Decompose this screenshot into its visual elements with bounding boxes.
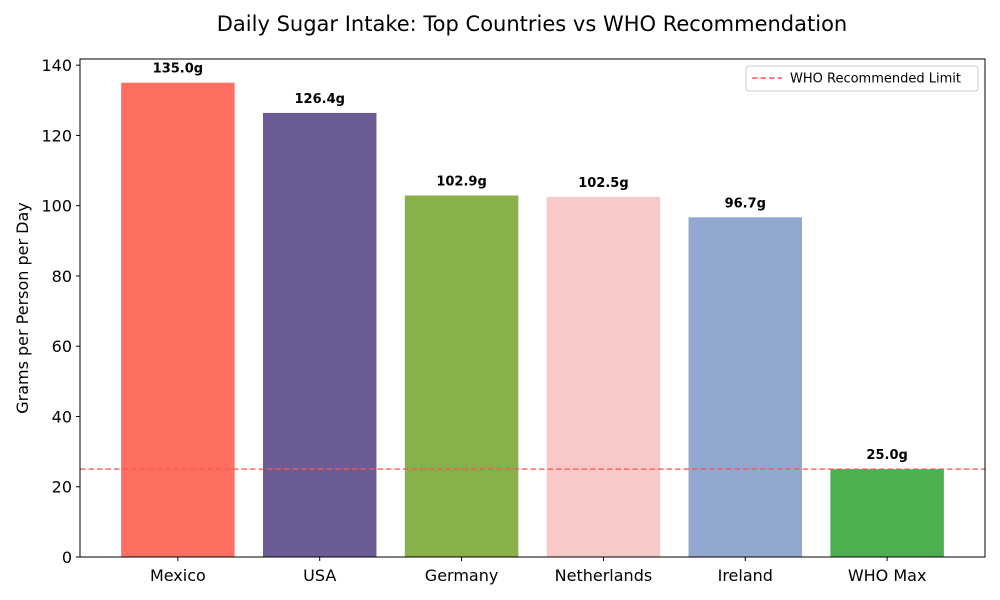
bar-who-max <box>830 469 944 557</box>
bar-mexico <box>121 82 235 557</box>
chart-title: Daily Sugar Intake: Top Countries vs WHO… <box>217 12 847 36</box>
x-tick-label: Ireland <box>718 566 773 585</box>
bar-netherlands <box>546 196 661 558</box>
legend-box <box>745 65 979 92</box>
data-label: 126.4g <box>295 92 345 107</box>
data-label: 102.5g <box>578 176 628 191</box>
y-tick-label: 140 <box>41 56 72 75</box>
data-label: 25.0g <box>866 448 907 463</box>
legend-label: WHO Recommended Limit <box>790 72 961 87</box>
y-tick-label: 40 <box>52 407 72 426</box>
legend: WHO Recommended Limit <box>745 65 979 92</box>
plot-frame <box>79 58 986 558</box>
x-tick-label: Netherlands <box>555 566 653 585</box>
data-label: 135.0g <box>153 62 203 77</box>
y-tick-label: 20 <box>52 478 72 497</box>
y-tick-label: 0 <box>62 548 72 567</box>
x-tick-label: Germany <box>425 566 499 585</box>
y-tick-label: 80 <box>52 267 72 286</box>
bar-usa <box>262 112 377 557</box>
x-tick-label: Mexico <box>150 566 206 585</box>
y-tick-label: 120 <box>41 126 72 145</box>
y-tick-label: 100 <box>41 197 72 216</box>
data-label: 96.7g <box>725 196 766 211</box>
data-label: 102.9g <box>436 174 486 189</box>
bar-germany <box>404 195 519 557</box>
x-tick-label: USA <box>303 566 336 585</box>
y-tick-label: 60 <box>52 337 72 356</box>
bar-ireland <box>688 217 803 557</box>
x-tick-label: WHO Max <box>848 566 927 585</box>
y-axis-label: Grams per Person per Day <box>13 202 32 414</box>
